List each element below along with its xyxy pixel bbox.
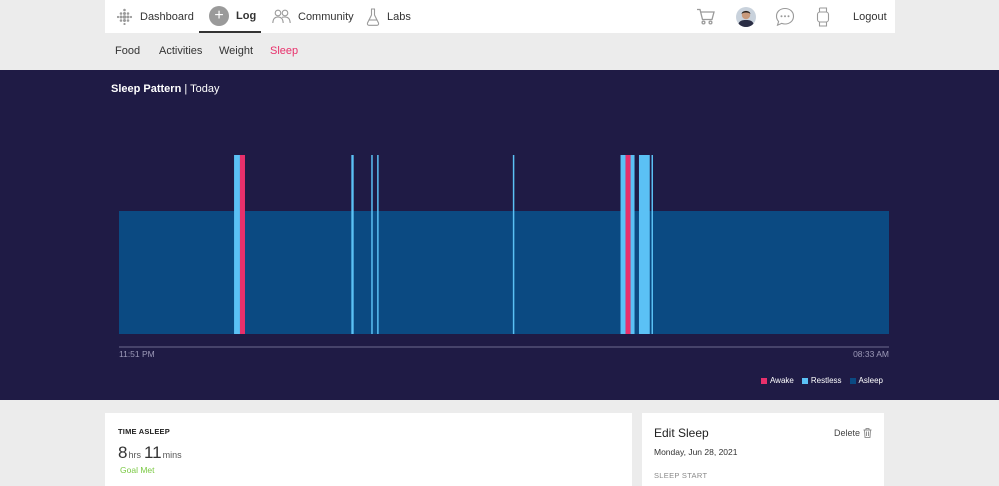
x-axis-end-label: 08:33 AM xyxy=(853,349,889,359)
restless-segment-8 xyxy=(630,155,635,334)
delete-label: Delete xyxy=(833,428,860,438)
legend-asleep: Asleep xyxy=(849,376,883,385)
legend-awake-label: Awake xyxy=(769,376,794,385)
people-icon xyxy=(272,9,291,24)
logout-label: Logout xyxy=(853,10,887,23)
subnav-activities[interactable]: Activities xyxy=(159,45,203,57)
legend-awake-swatch xyxy=(760,377,767,384)
awake-segment-1 xyxy=(239,155,245,334)
subnav-sleep[interactable]: Sleep xyxy=(270,45,299,57)
devices-button[interactable] xyxy=(816,0,830,33)
x-axis-start-label: 11:51 PM xyxy=(119,349,155,359)
time-asleep-minutes: 11 xyxy=(143,443,162,462)
nav-dashboard[interactable]: Dashboard xyxy=(116,0,194,33)
nav-labs[interactable]: Labs xyxy=(366,0,411,33)
cart-button[interactable] xyxy=(696,0,715,33)
nav-community-label: Community xyxy=(298,10,354,23)
sleep-start-label: SLEEP START xyxy=(654,471,708,480)
chart-legend: Awake Restless Asleep xyxy=(760,376,883,385)
delete-button[interactable]: Delete xyxy=(834,428,872,438)
chat-icon xyxy=(775,7,795,26)
chart-title: Sleep Pattern | Today xyxy=(111,83,219,95)
restless-segment-10 xyxy=(651,155,653,334)
awake-segment-7 xyxy=(625,155,631,334)
asleep-band xyxy=(119,211,889,334)
nav-log-label: Log xyxy=(236,9,257,22)
goal-status: Goal Met xyxy=(120,465,155,475)
legend-asleep-swatch xyxy=(849,377,856,384)
restless-segment-4 xyxy=(377,155,379,334)
top-nav: Dashboard + Log Community Labs xyxy=(105,0,895,33)
restless-segment-0 xyxy=(234,155,240,334)
time-asleep-hours-unit: hrs xyxy=(128,450,141,460)
edit-sleep-card: Edit Sleep Delete Monday, Jun 28, 2021 S… xyxy=(642,413,884,486)
nav-log[interactable]: + Log xyxy=(199,0,261,33)
messages-button[interactable] xyxy=(775,0,795,33)
legend-restless: Restless xyxy=(801,376,842,385)
time-asleep-card: TIME ASLEEP 8hrs 11mins Goal Met xyxy=(105,413,632,486)
time-asleep-value: 8hrs 11mins xyxy=(118,443,185,463)
chart-title-main: Sleep Pattern xyxy=(111,83,182,95)
legend-restless-label: Restless xyxy=(810,376,842,385)
cart-icon xyxy=(697,8,715,25)
watch-icon xyxy=(816,6,830,27)
restless-segment-3 xyxy=(371,155,373,334)
restless-segment-6 xyxy=(620,155,626,334)
legend-asleep-label: Asleep xyxy=(858,376,883,385)
time-asleep-hours: 8 xyxy=(118,443,128,462)
time-asleep-minutes-unit: mins xyxy=(162,450,182,460)
logout-link[interactable]: Logout xyxy=(853,0,887,33)
trash-icon xyxy=(863,428,872,438)
avatar xyxy=(736,6,756,27)
sleep-date: Monday, Jun 28, 2021 xyxy=(654,447,738,457)
edit-sleep-title: Edit Sleep xyxy=(654,426,709,440)
sleep-pattern-chart: 11:51 PM 08:33 AM xyxy=(119,155,889,359)
nav-labs-label: Labs xyxy=(387,10,411,23)
restless-segment-5 xyxy=(512,155,515,334)
profile-button[interactable] xyxy=(736,0,756,33)
legend-awake: Awake xyxy=(760,376,794,385)
sub-nav: Food Activities Weight Sleep xyxy=(0,33,999,70)
nav-community[interactable]: Community xyxy=(272,0,354,33)
time-asleep-heading: TIME ASLEEP xyxy=(118,427,170,436)
subnav-weight[interactable]: Weight xyxy=(219,45,254,57)
legend-restless-swatch xyxy=(801,377,808,384)
dots-grid-icon xyxy=(116,8,133,25)
nav-dashboard-label: Dashboard xyxy=(140,10,194,23)
plus-icon: + xyxy=(209,5,229,26)
restless-segment-2 xyxy=(351,155,354,334)
subnav-food[interactable]: Food xyxy=(115,45,141,57)
sleep-pattern-panel: 11:51 PM 08:33 AM Sleep Pattern | Today … xyxy=(0,70,999,400)
flask-icon xyxy=(366,7,380,26)
chart-title-sub: | Today xyxy=(184,83,220,95)
restless-segment-9 xyxy=(638,155,650,334)
